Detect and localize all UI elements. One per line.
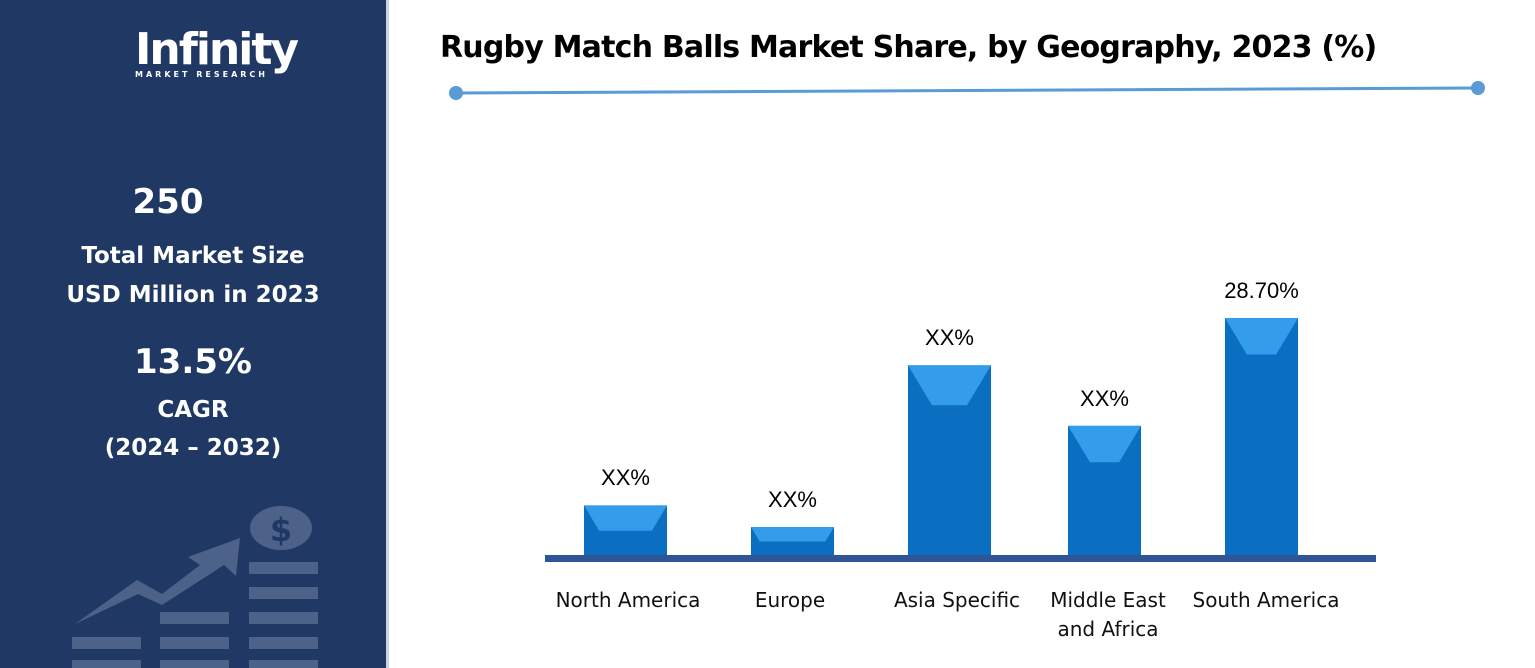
bar-bevel bbox=[908, 365, 991, 406]
market-size-value: 250 bbox=[132, 182, 204, 222]
data-label: XX% bbox=[1080, 385, 1129, 411]
svg-text:$: $ bbox=[270, 511, 292, 549]
x-tick-label: Europe bbox=[754, 588, 826, 612]
cagr-label: CAGR bbox=[157, 397, 229, 423]
market-size-label-2: USD Million in 2023 bbox=[66, 282, 320, 308]
title-line-start-dot bbox=[449, 86, 463, 100]
x-tick-label: Middle East and Africa bbox=[1050, 588, 1166, 641]
title-line-end-dot bbox=[1471, 81, 1485, 95]
market-size-label-1: Total Market Size bbox=[81, 243, 305, 269]
x-axis bbox=[545, 555, 1376, 562]
cagr-value: 13.5% bbox=[134, 342, 252, 382]
chart-title: Rugby Match Balls Market Share, by Geogr… bbox=[440, 30, 1377, 65]
logo-subtext: MARKET RESEARCH bbox=[135, 70, 268, 79]
bar-4 bbox=[1225, 318, 1298, 556]
bar-1 bbox=[751, 526, 834, 556]
bar-3 bbox=[1068, 425, 1141, 556]
sidebar: Infinity MARKET RESEARCH 250 Total Marke… bbox=[0, 0, 389, 668]
growth-chart-icon: $ bbox=[72, 506, 318, 668]
data-label: XX% bbox=[925, 325, 974, 351]
data-label: XX% bbox=[601, 465, 650, 491]
bar-bevel bbox=[1068, 425, 1141, 463]
bar bbox=[1225, 318, 1298, 556]
title-underline bbox=[455, 86, 1479, 95]
bar-2 bbox=[908, 365, 991, 556]
data-label: 28.70% bbox=[1224, 278, 1299, 303]
bar-0 bbox=[584, 505, 667, 556]
x-tick-label: North America bbox=[555, 588, 701, 612]
data-label: XX% bbox=[768, 486, 817, 512]
cagr-period: (2024 – 2032) bbox=[104, 435, 282, 461]
bar-bevel bbox=[584, 505, 667, 531]
x-tick-label: South America bbox=[1192, 588, 1340, 612]
bar-bevel bbox=[1225, 318, 1298, 355]
logo-text: Infinity bbox=[135, 24, 299, 75]
x-tick-label: Asia Specific bbox=[893, 588, 1021, 612]
bar-bevel bbox=[751, 526, 834, 542]
logo: Infinity MARKET RESEARCH bbox=[135, 24, 299, 80]
